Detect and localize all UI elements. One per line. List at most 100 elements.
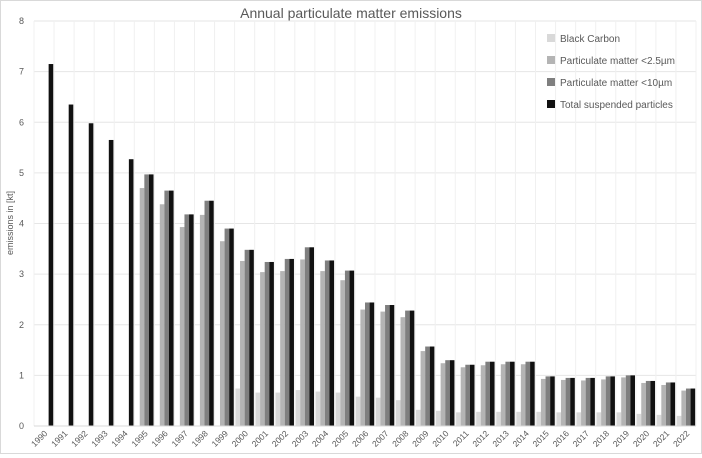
y-tick-label: 5 (19, 168, 24, 178)
bar-1-2021 (661, 384, 666, 426)
bar-0-2010 (436, 410, 441, 426)
x-tick-label: 2010 (430, 428, 451, 449)
x-tick-label: 2011 (451, 428, 471, 448)
chart-title: Annual particulate matter emissions (240, 5, 462, 21)
gridlines (33, 20, 697, 427)
x-tick-label: 2015 (531, 428, 552, 449)
bar-2-2019 (625, 375, 631, 426)
x-tick-label: 2009 (410, 428, 431, 449)
bar-0-2019 (616, 412, 622, 426)
bar-1-2020 (641, 382, 646, 426)
x-tick-label: 2012 (470, 428, 491, 449)
bar-2-2007 (385, 305, 390, 426)
x-tick-label: 2000 (230, 428, 251, 449)
bar-3-2011 (469, 364, 475, 426)
legend-swatch (547, 34, 555, 42)
bars (48, 64, 696, 427)
bar-1-2003 (300, 259, 305, 426)
legend-entry: Total suspended particles (560, 100, 673, 111)
bar-2-2013 (505, 361, 511, 426)
bar-3-2009 (429, 346, 435, 426)
bar-3-2007 (389, 305, 395, 426)
bar-1-1997 (179, 227, 185, 426)
bar-2-2006 (365, 302, 370, 426)
x-tick-label: 1994 (109, 428, 130, 449)
bar-2-1998 (204, 200, 210, 426)
bar-2-1997 (184, 214, 190, 426)
bar-3-2003 (309, 247, 315, 426)
bar-3-1994 (128, 159, 134, 427)
legend-swatch (547, 100, 555, 108)
x-tick-label: 2001 (250, 428, 271, 449)
bar-3-1992 (88, 123, 94, 426)
bar-1-2008 (400, 317, 406, 426)
bar-0-2003 (295, 390, 301, 426)
bar-0-2012 (476, 411, 481, 426)
bar-3-1999 (229, 228, 234, 426)
x-tick-label: 2007 (370, 428, 391, 449)
bar-1-2000 (240, 260, 245, 426)
x-tick-label: 1992 (69, 428, 90, 449)
legend-swatch (547, 78, 555, 86)
bar-3-2012 (489, 361, 495, 426)
x-tick-label: 2018 (591, 428, 612, 449)
bar-0-2006 (355, 396, 361, 426)
bar-1-2007 (380, 311, 386, 426)
bar-3-2013 (510, 361, 515, 426)
bar-3-2017 (590, 377, 595, 426)
bar-1-2014 (520, 364, 526, 426)
bar-1-2015 (540, 378, 546, 426)
bar-0-2000 (235, 388, 241, 426)
x-tick-label: 2003 (290, 428, 311, 449)
x-tick-label: 2016 (551, 428, 572, 449)
legend-entry: Particulate matter <2.5µm (560, 56, 675, 67)
bar-3-2006 (369, 302, 375, 426)
bar-0-2014 (516, 411, 521, 426)
bar-1-1995 (139, 188, 145, 426)
bar-3-2018 (610, 376, 615, 426)
bar-3-2021 (670, 382, 676, 426)
bar-3-2001 (269, 261, 274, 426)
bar-2-2008 (405, 310, 410, 426)
bar-3-2008 (409, 310, 415, 426)
bar-1-2016 (561, 379, 566, 426)
bar-0-2005 (335, 392, 341, 426)
bar-1-1998 (199, 214, 205, 426)
bar-2-2016 (565, 377, 571, 426)
bar-3-1997 (189, 214, 194, 426)
bar-3-2004 (329, 260, 335, 426)
bar-0-2015 (536, 411, 541, 426)
bar-2-1996 (164, 190, 169, 426)
bar-1-1999 (219, 241, 225, 426)
bar-3-2014 (530, 361, 535, 426)
x-tick-label: 2013 (490, 428, 511, 449)
x-tick-label: 1997 (169, 428, 190, 449)
bar-3-1995 (148, 174, 154, 426)
x-tick-label: 2006 (350, 428, 371, 449)
bar-1-2011 (460, 367, 466, 426)
bar-2-2014 (525, 361, 531, 426)
bar-1-2022 (681, 390, 686, 426)
y-tick-label: 0 (19, 421, 24, 431)
bar-3-2016 (570, 377, 575, 426)
bar-1-2013 (500, 364, 506, 426)
bar-2-2011 (465, 364, 470, 426)
bar-0-2002 (275, 392, 281, 426)
bar-3-2022 (690, 388, 696, 426)
bar-2-2020 (645, 380, 651, 426)
bar-3-1990 (48, 64, 54, 426)
x-tick-label: 1998 (189, 428, 210, 449)
legend-entry: Black Carbon (560, 34, 620, 45)
bar-1-1996 (159, 204, 165, 426)
bar-1-2018 (601, 379, 606, 426)
bar-1-2006 (360, 309, 365, 426)
bar-0-2007 (375, 397, 381, 426)
bar-2-2018 (605, 376, 611, 426)
y-tick-label: 3 (19, 269, 24, 279)
y-tick-label: 4 (19, 219, 24, 229)
bar-2-2001 (264, 261, 270, 426)
x-tick-label: 1996 (149, 428, 170, 449)
x-tick-label: 2019 (611, 428, 632, 449)
bar-0-2013 (496, 411, 501, 426)
